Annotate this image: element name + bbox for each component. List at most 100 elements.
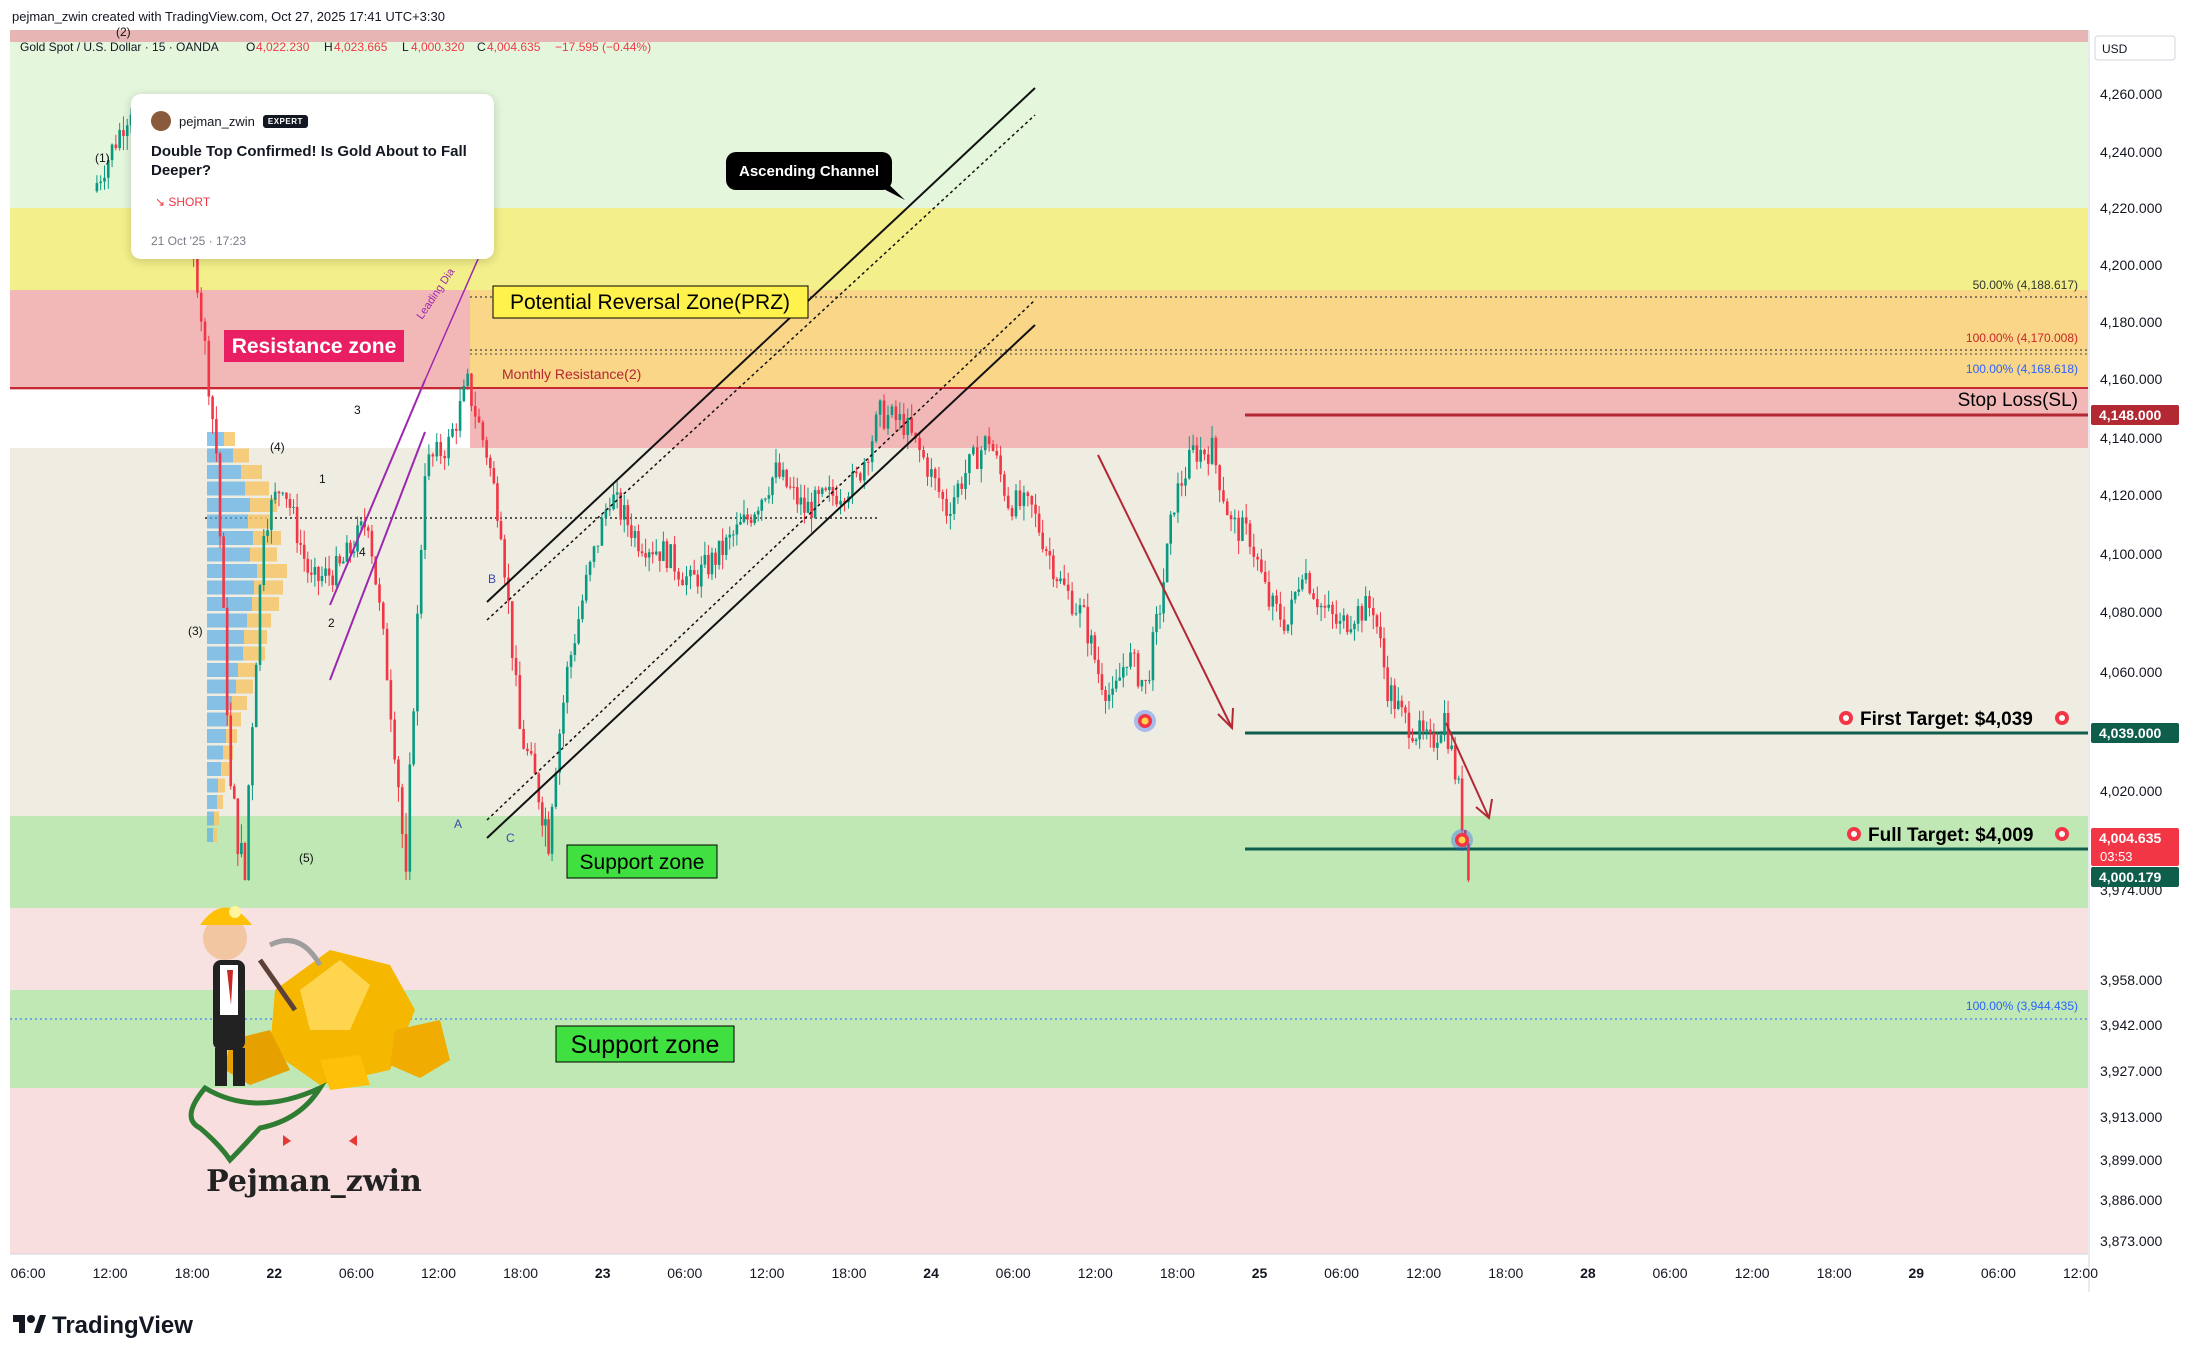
candle-body [118, 129, 121, 149]
candle-body [810, 501, 813, 518]
candle-body [385, 628, 389, 681]
price-axis[interactable] [2089, 30, 2189, 1292]
wave-label: 3 [354, 403, 361, 417]
idea-card[interactable]: pejman_zwin EXPERT Double Top Confirmed!… [131, 94, 494, 259]
price-tick-label: 4,260.000 [2100, 86, 2162, 102]
symbol-label[interactable]: Gold Spot / U.S. Dollar · 15 · OANDA [20, 40, 219, 54]
candle-body [862, 461, 866, 481]
ascending-channel-label: Ascending Channel [739, 163, 879, 180]
candle-body [1006, 495, 1010, 509]
volume-bar-up [207, 564, 257, 578]
candle-body [788, 486, 792, 488]
price-tag [2091, 828, 2179, 866]
author-avatar[interactable] [151, 111, 171, 131]
candle-body [1104, 690, 1107, 701]
time-axis[interactable] [10, 1254, 2088, 1292]
candle-body [1136, 653, 1140, 687]
candle-body [451, 428, 454, 437]
time-tick-label: 18:00 [503, 1265, 538, 1281]
target-dart-icon [2055, 711, 2069, 725]
idea-title[interactable]: Double Top Confirmed! Is Gold About to F… [151, 143, 467, 179]
candle-body [374, 556, 377, 585]
time-tick-label: 12:00 [1735, 1265, 1770, 1281]
candle-body [926, 457, 929, 477]
candle-body [792, 486, 796, 488]
volume-bar-up [207, 580, 254, 595]
price-tick-label: 3,899.000 [2100, 1152, 2162, 1168]
time-tick-label: 06:00 [996, 1265, 1031, 1281]
time-tick-label: 18:00 [1488, 1265, 1523, 1281]
candle-body [1026, 492, 1030, 497]
candle-body [1014, 490, 1018, 517]
candle-body [1346, 615, 1349, 633]
candle-body [972, 447, 975, 455]
time-tick-label: 06:00 [339, 1265, 374, 1281]
currency-label: USD [2102, 42, 2128, 56]
time-tick-label: 12:00 [1406, 1265, 1441, 1281]
candle-body [937, 478, 941, 493]
candle-body [370, 530, 374, 557]
candle-body [510, 601, 514, 658]
volume-bar-down [250, 498, 277, 512]
candle-body [1304, 573, 1308, 580]
ascending-channel-callout: Ascending Channel [726, 152, 905, 200]
author-name[interactable]: pejman_zwin [179, 113, 255, 129]
candle-body [218, 453, 222, 537]
currency-button[interactable] [2094, 35, 2176, 61]
ascending-channel-lower [486, 324, 1036, 839]
candle-body [1425, 729, 1429, 732]
idea-direction-short: ↘ SHORT [155, 195, 211, 209]
candle-body [771, 477, 774, 496]
time-tick-label: 18:00 [831, 1265, 866, 1281]
support-zone-1-label: Support zone [580, 851, 705, 874]
candle-body [431, 454, 435, 457]
candle-body [569, 655, 573, 667]
candle-body [1082, 605, 1086, 607]
candle-body [859, 473, 862, 481]
candle-body [419, 549, 423, 614]
candle-body [1256, 556, 1259, 560]
price-tick-label: 4,220.000 [2100, 200, 2162, 216]
wave-label: A [454, 817, 462, 831]
support-zone-1 [10, 816, 2088, 908]
volume-bar-down [221, 762, 229, 776]
candle-body [1418, 720, 1421, 740]
top-red-strip [10, 30, 2088, 42]
volume-bar-up [207, 795, 217, 809]
candle-body [673, 544, 676, 572]
candle-body [254, 664, 258, 728]
candle-body [1450, 745, 1453, 750]
candle-body [918, 437, 921, 450]
candle-body [1382, 638, 1386, 668]
candle-body [1093, 635, 1097, 660]
tradingview-logo[interactable]: TradingView [13, 1312, 193, 1339]
candle-body [550, 806, 554, 854]
candle-body [1052, 555, 1055, 580]
candle-body [633, 531, 637, 538]
prz-label-box: Potential Reversal Zone(PRZ) [492, 285, 809, 319]
fib-100b-label: 100.00% (4,168.618) [1966, 362, 2078, 376]
wave-label: 1 [319, 472, 326, 486]
candle-body [352, 551, 356, 554]
candle-body [1386, 667, 1389, 702]
time-tick-label: 12:00 [1078, 1265, 1113, 1281]
candle-body [306, 558, 310, 573]
candle-body [1078, 605, 1082, 614]
candle-body [855, 471, 858, 474]
time-tick-label: 12:00 [421, 1265, 456, 1281]
wave-label: (5) [299, 851, 314, 865]
candle-body [612, 494, 615, 510]
candle-body [866, 461, 870, 463]
volume-bar-up [207, 729, 226, 743]
candle-body [342, 561, 345, 564]
volume-bar-down [224, 432, 235, 446]
support-zone-1-label-box: Support zone [566, 844, 718, 879]
candle-body [799, 497, 803, 505]
stop-loss-label: Stop Loss(SL) [1958, 390, 2078, 411]
candle-body [1371, 607, 1375, 616]
volume-bar-up [207, 679, 236, 694]
candle-body [1210, 437, 1214, 464]
candle-body [1436, 742, 1439, 748]
price-tick-label: 3,942.000 [2100, 1017, 2162, 1033]
